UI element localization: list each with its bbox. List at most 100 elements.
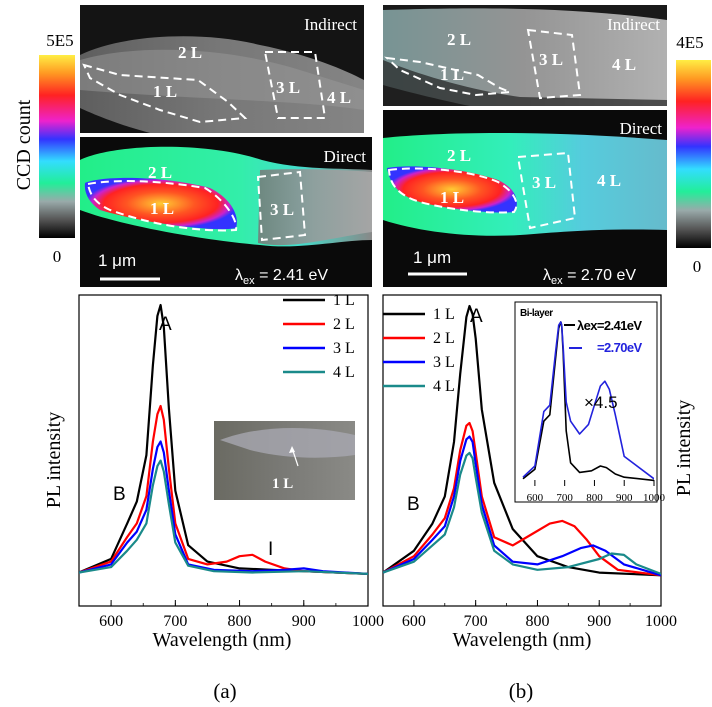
map-b-direct-label-4l: 4 L [597, 171, 621, 190]
chart-b-inset-x-tick-label: 600 [527, 492, 544, 504]
chart-b-inset-x-tick-label: 900 [616, 492, 633, 504]
chart-a-series-line-3 [79, 440, 368, 575]
chart-b-ylabel: PL intensity [673, 400, 695, 496]
chart-a-series-line-4 [79, 459, 368, 575]
map-a-direct-scalebar-label: 1 μm [98, 251, 136, 270]
map-b-indirect-title: Indirect [607, 15, 660, 34]
map-b-indirect-label-4l: 4 L [612, 55, 636, 74]
chart-a-series-line-1 [79, 303, 368, 575]
chart-a-inset-photo: 1 L [214, 421, 355, 500]
map-b-direct-label-2l: 2 L [447, 146, 471, 165]
panel-label-a: (a) [213, 679, 236, 703]
chart-b-legend-label-3: 3 L [433, 354, 455, 371]
chart-b-legend-label-2: 2 L [433, 330, 455, 347]
colorbar-left-gradient [39, 55, 75, 238]
map-a-direct-excitation: λex = 2.41 eV [235, 267, 328, 287]
map-a-direct-label-2l: 2 L [148, 163, 172, 182]
chart-a-legend: 1 L 2 L 3 L 4 L [283, 292, 355, 381]
chart-b-inset-series-line-2 [522, 321, 654, 480]
chart-b-x-tick-label: 700 [464, 613, 488, 630]
chart-a-legend-label-3: 3 L [333, 340, 355, 357]
chart-b-x-tick-label: 600 [402, 613, 426, 630]
chart-b-series-line-2 [383, 421, 661, 577]
map-b-direct-label-1l: 1 L [440, 188, 464, 207]
chart-a-x-tick-label: 900 [292, 613, 316, 630]
map-a-direct-title: Direct [324, 147, 367, 166]
map-b-indirect-label-2l: 2 L [447, 30, 471, 49]
map-b-direct-label-3l: 3 L [532, 173, 556, 192]
map-b-indirect-label-1l: 1 L [440, 65, 464, 84]
chart-a-ylabel: PL intensity [43, 412, 65, 508]
chart-b-inset-x-ticks: 600 700 800 900 1000 [527, 480, 666, 504]
chart-b-x-tick-label: 1000 [645, 613, 677, 630]
chart-a-x-tick-label: 1000 [352, 613, 384, 630]
chart-a-peak-b: B [113, 484, 126, 505]
chart-a-peak-i: I [268, 539, 273, 560]
map-a-indirect-title: Indirect [304, 15, 357, 34]
chart-b-inset-scale: ×4.5 [584, 393, 618, 412]
chart-a-xlabel: Wavelength (nm) [153, 629, 292, 651]
chart-b-peak-b: B [407, 494, 420, 515]
colorbar-right-gradient [676, 60, 711, 248]
chart-b-legend: 1 L 2 L 3 L 4 L [383, 306, 455, 395]
chart-a-series [79, 303, 368, 575]
map-b-direct-excitation: λex = 2.70 eV [543, 267, 636, 287]
colorbar-right: 4E5 0 [676, 33, 711, 276]
chart-a-legend-label-4: 4 L [333, 364, 355, 381]
map-a-indirect-label-4l: 4 L [327, 88, 351, 107]
chart-b-x-tick-label: 900 [587, 613, 611, 630]
chart-b-inset-x-tick-label: 700 [556, 492, 573, 504]
map-a-indirect-label-1l: 1 L [153, 82, 177, 101]
chart-a-plot-area [78, 294, 369, 607]
map-a-direct-label-1l: 1 L [150, 199, 174, 218]
chart-b-inset-frame [514, 301, 658, 503]
chart-b-legend-label-1: 1 L [433, 306, 455, 323]
chart-a-x-tick-label: 800 [228, 613, 252, 630]
colorbar-left-min: 0 [53, 247, 62, 266]
chart-a: 600 700 800 900 1000 Wavelength (nm) PL inte… [43, 292, 384, 651]
map-b-indirect-label-3l: 3 L [539, 50, 563, 69]
colorbar-left-max: 5E5 [46, 31, 73, 50]
chart-b-inset-series-line-1 [522, 321, 654, 482]
chart-a-peak-a: A [159, 314, 172, 335]
chart-b: 600 700 800 900 1000 Wavelength (nm) PL inte… [382, 294, 695, 651]
colorbar-right-min: 0 [693, 257, 702, 276]
colorbar-left: 5E5 0 CCD count [13, 31, 75, 266]
chart-a-x-tick-label: 600 [99, 613, 123, 630]
chart-b-series [383, 304, 661, 577]
chart-a-inset-photo-label: 1 L [272, 476, 293, 492]
map-a-indirect: Indirect 2 L 1 L 3 L 4 L [80, 5, 364, 133]
chart-a-legend-label-2: 2 L [333, 316, 355, 333]
map-b-direct-scalebar-label: 1 μm [413, 248, 451, 267]
map-a-direct: Direct 2 L 1 L 3 L 1 μm λex = 2.41 eV [80, 137, 372, 287]
chart-b-series-line-4 [383, 451, 661, 575]
chart-b-inset-x-tick-label: 1000 [643, 492, 666, 504]
chart-b-legend-label-4: 4 L [433, 378, 455, 395]
map-b-direct-title: Direct [620, 119, 663, 138]
chart-a-x-tick-label: 700 [163, 613, 187, 630]
chart-b-series-line-3 [383, 435, 661, 577]
map-b-direct: Direct 2 L 1 L 3 L 4 L 1 μm λex = 2.70 e… [383, 110, 667, 287]
chart-b-inset-legend-2: =2.70eV [597, 340, 643, 355]
chart-a-x-ticks: 600 700 800 900 1000 [78, 600, 384, 630]
map-a-indirect-label-3l: 3 L [276, 78, 300, 97]
chart-a-series-line-2 [79, 404, 368, 575]
chart-b-plot-area [382, 294, 662, 607]
colorbar-right-max: 4E5 [676, 33, 703, 52]
panel-label-b: (b) [509, 679, 534, 703]
chart-b-xlabel: Wavelength (nm) [453, 629, 592, 651]
chart-b-inset-title: Bi-layer [520, 308, 553, 319]
chart-b-x-ticks: 600 700 800 900 1000 [382, 600, 677, 630]
map-b-indirect: Indirect 2 L 1 L 3 L 4 L [383, 5, 667, 106]
colorbar-left-title: CCD count [13, 99, 35, 190]
chart-b-inset: 600 700 800 900 1000 Bi-layer λex=2.41eV =2.… [514, 301, 666, 504]
chart-a-legend-label-1: 1 L [333, 292, 355, 309]
map-a-indirect-label-2l: 2 L [178, 43, 202, 62]
chart-b-peak-a: A [470, 306, 483, 327]
chart-b-inset-series [522, 321, 654, 482]
chart-b-inset-legend-1: λex=2.41eV [577, 318, 642, 333]
chart-b-series-line-1 [383, 304, 661, 577]
chart-b-inset-x-tick-label: 800 [586, 492, 603, 504]
chart-b-x-tick-label: 800 [525, 613, 549, 630]
